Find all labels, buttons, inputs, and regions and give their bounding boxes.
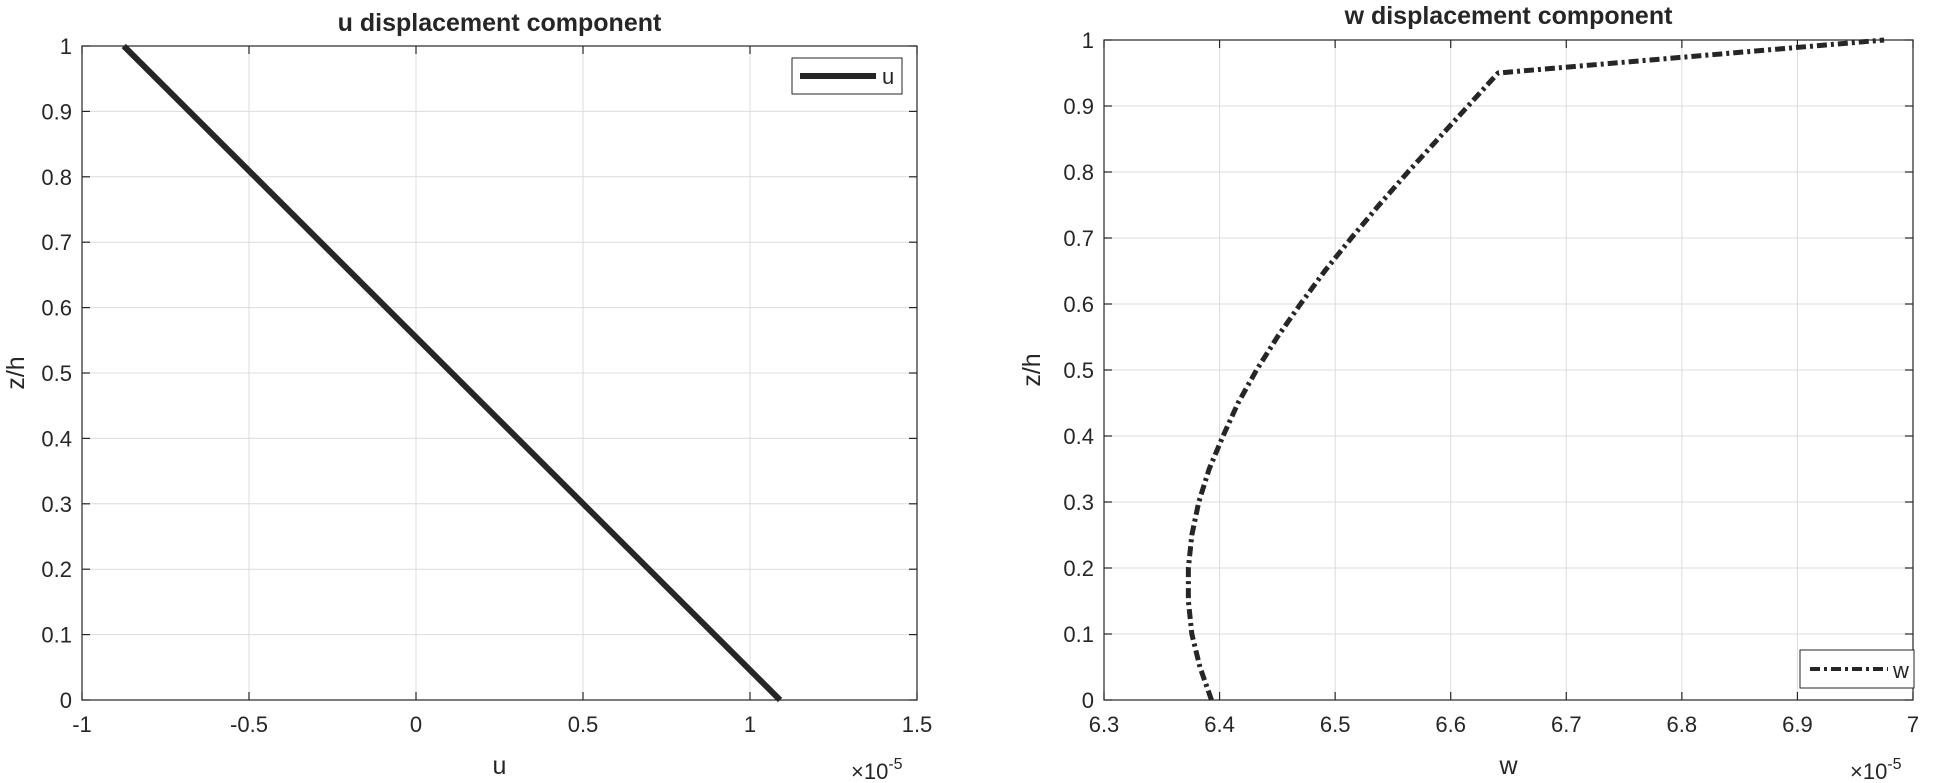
w-y-tick-label: 0.4: [1063, 424, 1094, 449]
u-y-tick-label: 0.3: [41, 492, 72, 517]
w-plot-frame: [1103, 39, 1914, 701]
u-legend-label: u: [882, 64, 894, 89]
w-y-tick-label: 0.1: [1063, 622, 1094, 647]
w-chart-title: w displacement component: [1344, 2, 1674, 30]
u-y-tick-label: 0: [60, 688, 72, 713]
u-y-tick-label: 0.8: [41, 165, 72, 190]
u-plot-frame: [81, 45, 918, 701]
w-y-tick-label: 1: [1082, 28, 1094, 53]
u-series-line-u: [121, 43, 783, 703]
u-y-tick-label: 0.7: [41, 230, 72, 255]
w-y-tick-label: 0.7: [1063, 226, 1094, 251]
w-x-exponent: ×10-5: [1850, 756, 1902, 783]
w-y-tick-label: 0.3: [1063, 490, 1094, 515]
u-y-axis-label: z/h: [2, 356, 30, 389]
u-x-tick-label: -0.5: [230, 712, 268, 737]
u-y-tick-label: 0.6: [41, 296, 72, 321]
w-y-tick-label: 0: [1082, 688, 1094, 713]
u-x-tick-label: 1.5: [902, 712, 933, 737]
u-y-tick-label: 1: [60, 34, 72, 59]
w-y-tick-label: 0.2: [1063, 556, 1094, 581]
w-y-tick-label: 0.5: [1063, 358, 1094, 383]
u-y-tick-label: 0.9: [41, 99, 72, 124]
w-y-tick-label: 0.8: [1063, 160, 1094, 185]
w-displacement-chart: 6.3 6.4 6.5 6.6 6.7 6.8 6.9 7 0 0.1 0.2 0.3 0.4 0.5 0.…: [1018, 2, 1919, 783]
u-y-tick-label: 0.4: [41, 426, 72, 451]
w-x-tick-label: 6.5: [1320, 712, 1351, 737]
u-x-exponent: ×10-5: [851, 756, 903, 783]
u-x-tick-label: 1: [744, 712, 756, 737]
w-y-axis-label: z/h: [1018, 353, 1046, 386]
u-y-tick-label: 0.5: [41, 361, 72, 386]
w-x-tick-label: 6.6: [1435, 712, 1466, 737]
u-y-tick-label: 0.2: [41, 557, 72, 582]
w-series-line-w: [1185, 37, 1885, 701]
u-x-tick-label: 0: [410, 712, 422, 737]
w-x-tick-label: 7: [1907, 712, 1919, 737]
w-x-tick-label: 6.4: [1204, 712, 1235, 737]
u-chart-title: u displacement component: [338, 9, 662, 37]
u-x-tick-label: 0.5: [568, 712, 599, 737]
w-x-tick-label: 6.3: [1089, 712, 1120, 737]
u-y-tick-label: 0.1: [41, 623, 72, 648]
w-y-tick-label: 0.6: [1063, 292, 1094, 317]
w-y-tick-label: 0.9: [1063, 94, 1094, 119]
w-x-tick-label: 6.8: [1667, 712, 1698, 737]
w-x-tick-label: 6.7: [1551, 712, 1582, 737]
u-displacement-chart: -1 -0.5 0 0.5 1 1.5 0 0.1 0.2 0.3 0.4 0.5 0.6 0.7 0.8 0…: [2, 9, 932, 783]
u-x-tick-label: -1: [72, 712, 92, 737]
w-legend-label: w: [1892, 658, 1909, 683]
w-legend: w: [1799, 649, 1915, 689]
u-x-axis-label: u: [493, 752, 507, 780]
w-x-tick-label: 6.9: [1782, 712, 1813, 737]
w-x-axis-label: w: [1498, 752, 1518, 780]
u-legend: u: [791, 57, 903, 95]
